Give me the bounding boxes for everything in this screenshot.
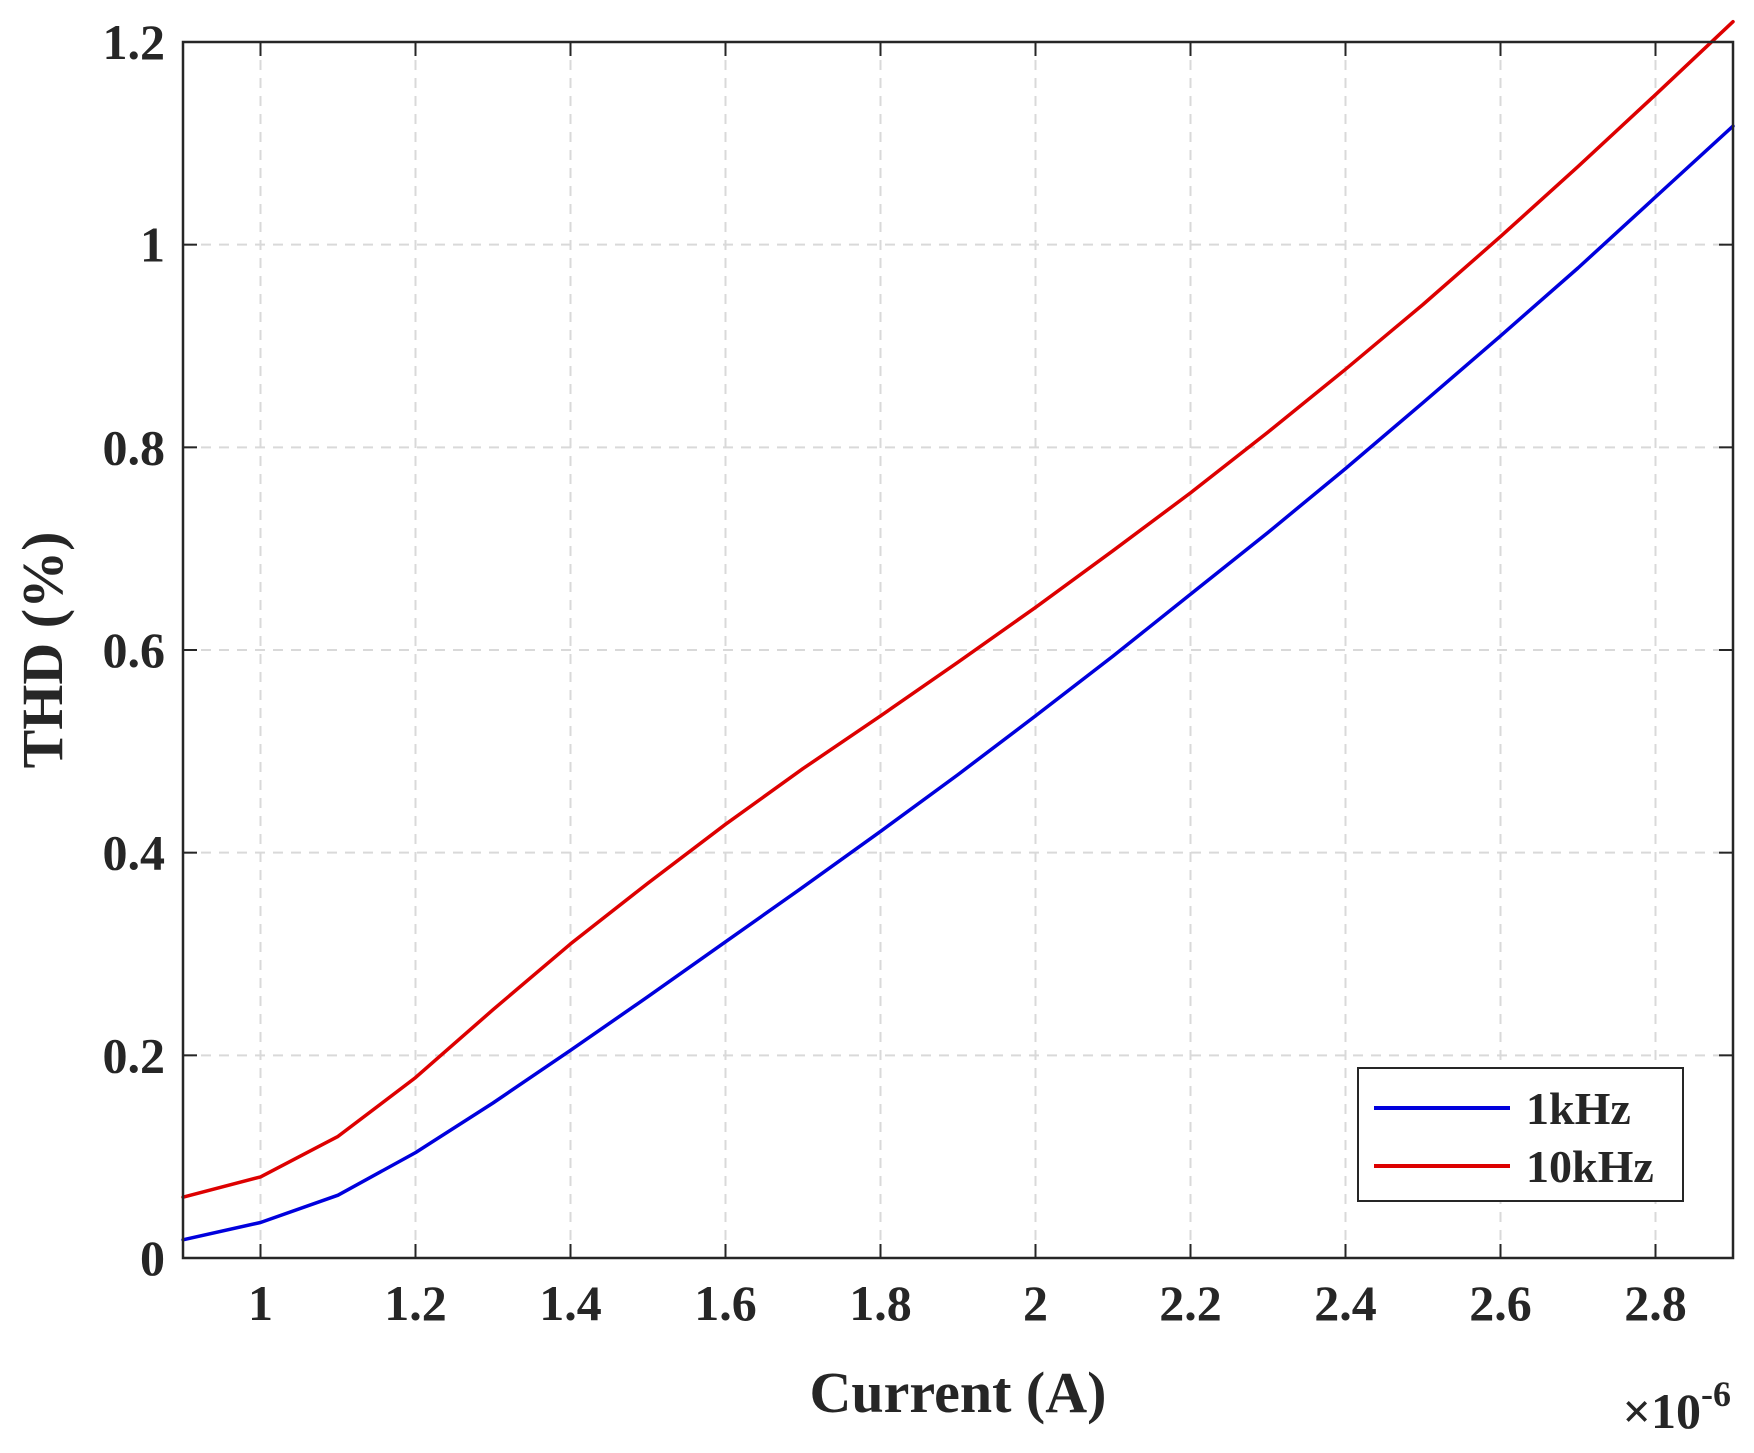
y-tick-label: 0 — [140, 1230, 165, 1286]
y-tick-label: 0.6 — [103, 622, 166, 678]
y-tick-labels: 0 0.2 0.4 0.6 0.8 1 1.2 — [103, 14, 166, 1286]
y-tick-label: 0.4 — [103, 825, 166, 881]
grid-lines — [183, 42, 1733, 1258]
x-tick-label: 1.4 — [539, 1275, 602, 1331]
y-tick-label: 0.8 — [103, 419, 166, 475]
data-series — [181, 19, 1735, 1242]
x-tick-label: 1.8 — [849, 1275, 912, 1331]
x-tick-label: 2.8 — [1624, 1275, 1687, 1331]
y-tick-label: 1.2 — [103, 14, 166, 70]
x-tick-label: 1.2 — [384, 1275, 447, 1331]
legend-label-10khz: 10kHz — [1526, 1141, 1654, 1192]
x-axis-label: Current (A) — [810, 1360, 1107, 1425]
x-exponent-power: -6 — [1701, 1374, 1731, 1414]
x-tick-label: 2.2 — [1159, 1275, 1222, 1331]
x-tick-label: 2 — [1023, 1275, 1048, 1331]
y-tick-label: 1 — [140, 217, 165, 273]
series-line-1khz — [181, 124, 1735, 1242]
x-tick-label: 2.6 — [1469, 1275, 1532, 1331]
y-tick-label: 0.2 — [103, 1027, 166, 1083]
x-tick-labels: 1 1.2 1.4 1.6 1.8 2 2.2 2.4 2.6 2.8 — [248, 1275, 1687, 1331]
legend-box — [1357, 1067, 1684, 1202]
x-axis-exponent: ×10-6 — [1623, 1374, 1732, 1439]
legend-label-1khz: 1kHz — [1526, 1083, 1631, 1134]
x-exponent-base: ×10 — [1623, 1383, 1702, 1439]
x-tick-label: 2.4 — [1314, 1275, 1377, 1331]
tick-marks — [183, 41, 1733, 1259]
x-tick-label: 1.6 — [694, 1275, 757, 1331]
legend: 1kHz 10kHz — [1357, 1067, 1684, 1202]
x-tick-label: 1 — [248, 1275, 273, 1331]
plot-area-border — [181, 40, 1735, 1260]
y-axis-label: THD (%) — [10, 532, 75, 769]
series-line-10khz — [181, 19, 1735, 1199]
